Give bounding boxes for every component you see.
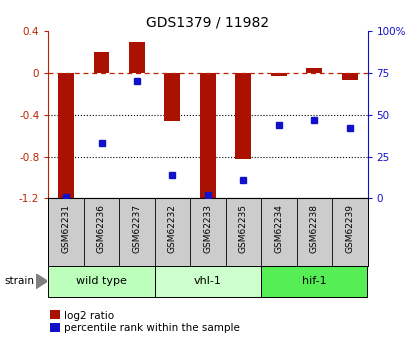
Text: wild type: wild type (76, 276, 127, 286)
Text: log2 ratio: log2 ratio (64, 311, 114, 321)
Bar (200, 73, 216, 198)
Text: percentile rank within the sample: percentile rank within the sample (64, 324, 240, 333)
Text: GSM62232: GSM62232 (168, 204, 177, 253)
Text: GSM62238: GSM62238 (310, 204, 319, 253)
Bar (58, 73, 74, 198)
Bar (306, 68, 322, 73)
Bar (155, 266, 261, 297)
Title: GDS1379 / 11982: GDS1379 / 11982 (146, 16, 270, 30)
Text: GSM62231: GSM62231 (62, 204, 71, 253)
Text: GSM62237: GSM62237 (132, 204, 142, 253)
Text: strain: strain (4, 276, 34, 286)
Bar (342, 73, 358, 80)
Bar (165, 73, 181, 121)
Text: GSM62233: GSM62233 (203, 204, 213, 253)
Bar (271, 73, 287, 76)
Bar (94, 52, 110, 73)
Text: GSM62234: GSM62234 (274, 204, 284, 253)
Bar (261, 266, 368, 297)
Text: GSM62236: GSM62236 (97, 204, 106, 253)
Text: GSM62235: GSM62235 (239, 204, 248, 253)
Bar (48, 266, 155, 297)
Text: GSM62239: GSM62239 (345, 204, 354, 253)
Bar (235, 73, 251, 159)
Text: hif-1: hif-1 (302, 276, 327, 286)
Text: vhl-1: vhl-1 (194, 276, 222, 286)
Bar (129, 41, 145, 73)
Polygon shape (36, 274, 47, 289)
